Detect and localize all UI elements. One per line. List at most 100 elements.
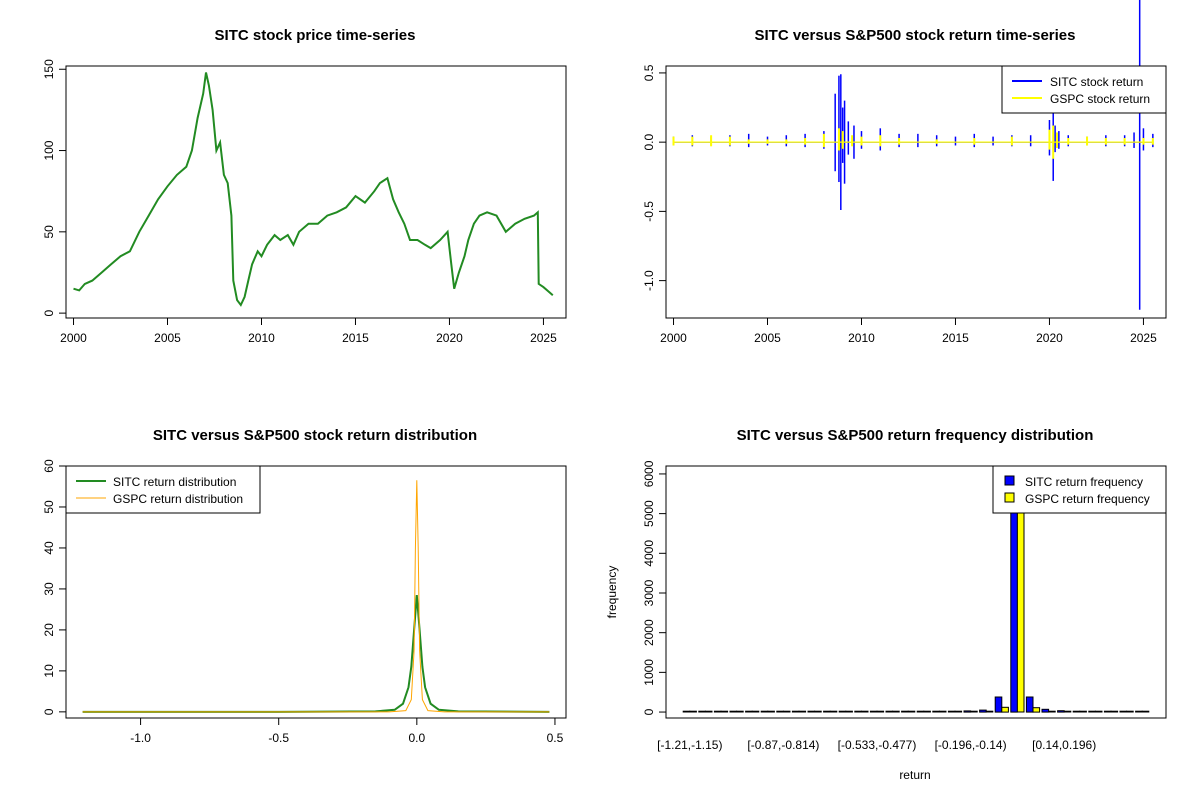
y-tick-label: -1.0 [642, 270, 656, 291]
y-tick-label: 3000 [642, 579, 656, 606]
series-price [73, 72, 554, 307]
sitc-freq-bar [1010, 479, 1018, 713]
legend-label-sitc-dist: SITC return distribution [113, 475, 236, 489]
x-tick-label: 2025 [530, 331, 557, 345]
x-tick-label: -0.5 [268, 731, 289, 745]
sitc-freq-bar [760, 710, 769, 713]
gspc-freq-bar [1141, 710, 1150, 713]
sitc-freq-bar [869, 710, 878, 713]
sitc-freq-bar [1119, 710, 1128, 713]
y-tick-label: 150 [42, 59, 56, 79]
gspc-freq-bar [985, 710, 994, 713]
x-tick-label: 0.5 [547, 731, 564, 745]
sitc-freq-bar [1103, 710, 1112, 713]
legend-label-gspc: GSPC stock return [1050, 92, 1150, 106]
panel-price: SITC stock price time-series 2000 2005 201… [42, 27, 567, 345]
sitc-freq-bar [713, 710, 722, 713]
y-tick-label: 0 [42, 309, 56, 316]
gspc-freq-bar [1063, 710, 1072, 713]
legend-label-sitc-freq: SITC return frequency [1025, 475, 1143, 489]
legend-box [1001, 65, 1167, 114]
y-axis-title-frequency: frequency [605, 566, 619, 619]
sitc-freq-bar [776, 710, 784, 713]
sitc-freq-bar [1057, 710, 1065, 713]
gspc-freq-bar [860, 710, 869, 713]
y-tick-label: 4000 [642, 540, 656, 567]
chart-title-frequency: SITC versus S&P500 return frequency dist… [737, 427, 1094, 444]
plot-box-return-ts [665, 65, 1167, 319]
sitc-freq-bar [791, 710, 800, 713]
gspc-freq-bar [736, 710, 744, 713]
sitc-freq-bar [1088, 710, 1096, 713]
legend-swatch-sitc-freq [1004, 475, 1015, 486]
gspc-freq-bar [1094, 710, 1103, 713]
y-tick-label: 0.5 [642, 64, 656, 81]
x-axis-frequency: [-1.21,-1.15) [-0.87,-0.814) [-0.533,-0.47… [657, 738, 1096, 752]
x-category-label: [-1.21,-1.15) [657, 738, 722, 752]
x-tick-label: 2025 [1130, 331, 1157, 345]
sitc-freq-bar [745, 710, 753, 713]
y-axis-frequency: 0 1000 2000 3000 4000 5000 6000 [642, 460, 666, 715]
x-category-label: [-0.196,-0.14) [935, 738, 1007, 752]
gspc-freq-bar [704, 710, 713, 713]
legend-label-gspc-freq: GSPC return frequency [1025, 492, 1150, 506]
plot-box-price [65, 65, 567, 319]
sitc-freq-bar [838, 710, 847, 713]
y-tick-label: 6000 [642, 460, 656, 487]
sitc-freq-bar [979, 709, 987, 713]
gspc-density-line [82, 480, 550, 713]
y-tick-label: 1000 [642, 659, 656, 686]
y-axis-price: 0 50 100 150 [42, 59, 66, 316]
sitc-freq-bar [994, 696, 1003, 713]
y-tick-label: 60 [42, 459, 56, 473]
gspc-freq-bar [1079, 710, 1087, 713]
gspc-freq-bar [767, 710, 775, 713]
sitc-freq-bar [885, 710, 894, 713]
series-return-ts [672, 0, 1154, 310]
sitc-density-line [82, 595, 550, 713]
gspc-freq-bar [954, 710, 963, 713]
y-tick-label: 40 [42, 541, 56, 555]
gspc-freq-bar [751, 710, 760, 713]
x-category-label: [-0.87,-0.814) [747, 738, 819, 752]
legend-label-gspc-dist: GSPC return distribution [113, 492, 243, 506]
gspc-freq-bar [1001, 706, 1009, 713]
gspc-freq-bar [829, 710, 838, 713]
sitc-freq-bar [1072, 710, 1081, 713]
x-tick-label: 2000 [660, 331, 687, 345]
sitc-freq-bar [729, 710, 738, 713]
x-tick-label: 2020 [436, 331, 463, 345]
gspc-freq-bar [938, 710, 947, 713]
x-axis-return-ts: 2000 2005 2010 2015 2020 2025 [660, 318, 1157, 345]
sitc-freq-bar [932, 710, 940, 713]
x-axis-title-frequency: return [899, 768, 930, 782]
y-tick-label: 30 [42, 582, 56, 596]
y-tick-label: 100 [42, 140, 56, 160]
gspc-freq-bar [720, 710, 729, 713]
gspc-freq-bar [923, 710, 931, 713]
legend-box [992, 465, 1167, 514]
sitc-freq-bar [682, 710, 691, 713]
y-tick-label: 2000 [642, 619, 656, 646]
gspc-freq-bar [782, 710, 791, 713]
x-tick-label: 2005 [754, 331, 781, 345]
plot-box-frequency [665, 465, 1167, 719]
panel-return-ts: SITC versus S&P500 stock return time-ser… [642, 0, 1167, 345]
panel-frequency: SITC versus S&P500 return frequency dist… [605, 427, 1167, 782]
x-tick-label: 2000 [60, 331, 87, 345]
plot-box-distribution [65, 465, 567, 719]
sitc-freq-bar [698, 710, 706, 713]
gspc-freq-bar [892, 710, 900, 713]
y-tick-label: 5000 [642, 500, 656, 527]
chart-title-price: SITC stock price time-series [215, 27, 416, 44]
sitc-freq-bar [1041, 708, 1050, 713]
series-distribution [82, 480, 550, 713]
gspc-freq-bar [907, 710, 916, 713]
x-tick-label: 2010 [248, 331, 275, 345]
gspc-return-series [672, 125, 1154, 159]
y-tick-label: 0 [42, 708, 56, 715]
legend-swatch-gspc-freq [1004, 492, 1015, 503]
legend-box [65, 465, 261, 514]
gspc-freq-bar [876, 710, 885, 713]
